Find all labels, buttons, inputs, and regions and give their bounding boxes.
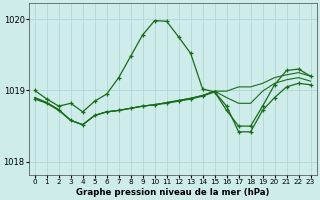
X-axis label: Graphe pression niveau de la mer (hPa): Graphe pression niveau de la mer (hPa) [76,188,269,197]
